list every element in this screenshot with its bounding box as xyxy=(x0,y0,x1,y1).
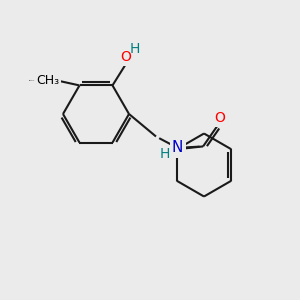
Text: N: N xyxy=(172,140,183,155)
Text: O: O xyxy=(121,50,131,64)
Text: O: O xyxy=(214,111,225,125)
Text: O: O xyxy=(44,73,55,87)
Text: H: H xyxy=(160,148,170,161)
Text: CH₃: CH₃ xyxy=(36,74,59,87)
Text: methoxy: methoxy xyxy=(29,80,35,81)
Text: H: H xyxy=(129,42,140,56)
